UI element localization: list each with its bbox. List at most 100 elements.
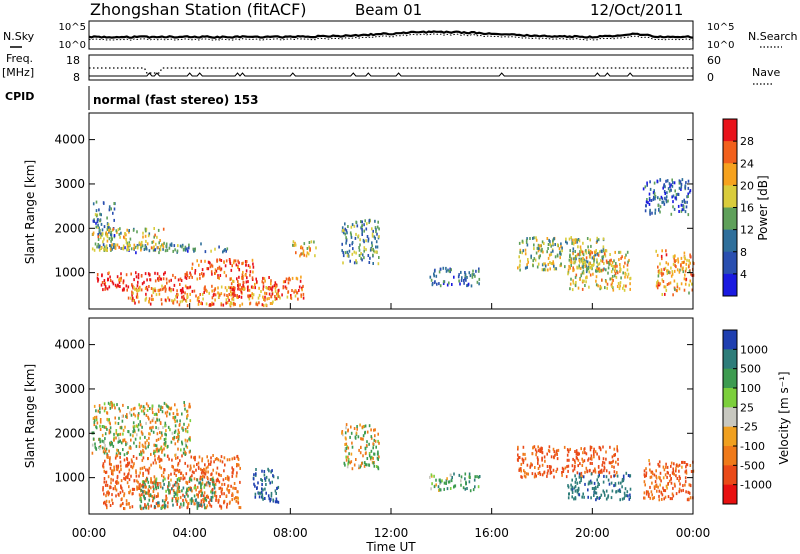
power-cell-r4 [164,298,167,302]
power-cell-r1 [188,243,190,247]
power-cell-r0 [108,205,111,209]
vel-cell-r0 [184,441,187,445]
vel-cell-r0 [170,440,173,444]
vel-cell-r8 [684,470,687,474]
vel-cell-r8 [676,477,679,480]
power-cell-r4 [144,287,147,290]
vel-cell-r1 [218,472,220,476]
vel-cell-r1 [219,486,222,490]
vel-cell-r1 [193,471,195,475]
vel-cell-r0 [186,409,189,413]
power-cell-r8 [359,238,361,242]
power-cell-r4 [236,296,239,299]
power-cell-r4 [217,286,219,290]
vel-cell-r6 [598,445,601,449]
vel-cell-r6 [603,465,606,469]
power-cell-r11 [582,257,584,260]
power-cell-r7 [303,242,306,246]
power-cell-r11 [597,253,600,257]
power-cell-r11 [569,282,572,286]
vel-cell-r1 [124,477,127,481]
power-cell-r5 [200,259,202,263]
power-cell-r10 [572,241,575,245]
vel-cell-r1 [120,486,122,489]
power-cell-r11 [585,256,588,260]
power-cell-r7 [308,245,310,249]
power-cell-r2 [99,228,101,232]
power-cell-r3 [140,274,143,278]
vel-cell-r7 [598,473,600,477]
power-cell-r5 [207,267,210,271]
power-cell-r8 [345,241,347,245]
nave-label: Nave [752,66,780,79]
power-cell-r10 [553,237,555,241]
power-cell-r3 [147,272,150,276]
vel-cell-r1 [237,458,240,461]
power-cell-r11 [620,276,622,280]
power-cell-r4 [189,299,192,303]
vel-cell-r2 [146,477,149,481]
vel-cell-r1 [185,472,188,476]
power-cell-r13 [685,277,688,281]
vel-cell-r1 [144,505,146,509]
power-cell-r2 [126,247,129,251]
vel-cell-r0 [159,408,162,411]
power-cell-r9 [431,283,434,287]
power-cell-r2 [162,243,164,247]
vel-cell-r8 [666,470,669,474]
power-cell-r3 [135,271,137,275]
power-cell-r8 [368,220,370,224]
power-cell-r9 [429,275,432,279]
power-cell-r11 [619,266,621,270]
power-cell-r11 [625,284,627,288]
power-cell-r8 [346,254,349,258]
vel-cell-r4 [353,463,356,467]
vel-cell-r1 [201,457,204,461]
vel-cell-r8 [661,493,664,497]
vel-cell-r0 [158,410,160,413]
vel-cell-r1 [128,485,130,489]
vel-cell-r3 [277,485,280,489]
vel-cell-r6 [572,469,574,473]
vel-cell-r2 [139,494,142,498]
vel-cell-r1 [137,487,139,490]
vel-cell-r7 [618,488,621,492]
vel-cell-r0 [143,412,146,416]
vel-cell-r3 [276,500,278,504]
vel-cell-r0 [184,407,186,411]
vel-cell-r4 [368,463,371,467]
power-cell-r13 [656,286,659,290]
power-cell-r11 [587,267,590,271]
power-cell-r4 [151,298,153,302]
vel-cell-r2 [194,486,197,490]
vel-cell-r6 [597,465,600,468]
vel-cell-r7 [590,481,593,485]
vel-cell-r2 [173,483,176,487]
vel-cell-r1 [112,478,114,482]
power-cell-r2 [157,246,159,250]
power-cell-r11 [569,256,572,260]
vel-cell-r0 [109,403,111,407]
power-cell-r9 [464,274,467,278]
power-cell-r8 [358,246,360,249]
vel-cell-r1 [228,489,231,492]
power-cell-r5 [207,260,210,264]
vel-cell-r0 [189,438,191,442]
vel-cell-r4 [345,423,348,427]
vel-cell-r8 [654,480,657,484]
power-cell-r12 [682,205,685,209]
vel-cell-r6 [549,468,552,472]
power-cell-r4 [264,298,266,302]
vel-cell-r6 [517,445,519,449]
vel-cell-r0 [138,452,141,456]
power-cell-r10 [553,267,556,271]
power-cell-r10 [525,239,528,242]
power-cell-r5 [219,274,222,277]
vel-cell-r6 [520,475,522,479]
power-cell-r4 [205,302,208,306]
power-cell-r12 [665,200,668,204]
power-cell-r1 [158,251,160,255]
power-cell-r11 [589,273,592,277]
power-cell-r13 [692,262,695,266]
